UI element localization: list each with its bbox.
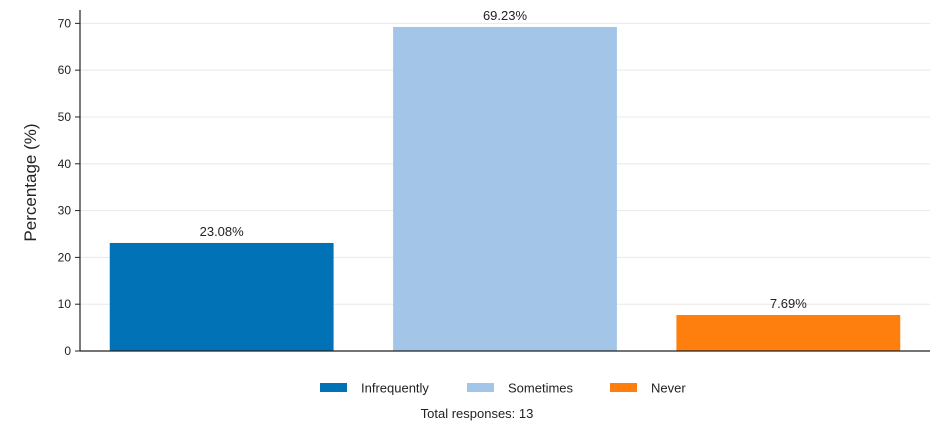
legend-label-sometimes: Sometimes	[508, 381, 574, 396]
y-tick-label: 40	[58, 157, 72, 171]
y-tick-layer: 0 10 20 30 40 50 60 70	[58, 16, 80, 358]
y-tick-label: 20	[58, 250, 72, 264]
y-tick-label: 60	[58, 63, 72, 77]
bar-sometimes	[393, 26, 617, 351]
legend-label-never: Never	[651, 381, 686, 396]
data-label-sometimes: 69.23%	[483, 8, 528, 23]
y-tick-label: 30	[58, 204, 72, 218]
bar-infrequently	[109, 242, 334, 351]
legend-swatch-sometimes	[467, 383, 494, 392]
legend-label-infrequently: Infrequently	[361, 381, 429, 396]
axis-layer	[79, 10, 930, 352]
y-tick-label: 50	[58, 110, 72, 124]
data-label-infrequently: 23.08%	[200, 224, 245, 239]
legend-swatch-infrequently	[320, 383, 347, 392]
bar-never	[676, 315, 901, 351]
bar-layer	[109, 26, 901, 351]
legend: Infrequently Sometimes Never	[320, 381, 686, 396]
y-tick-label: 0	[64, 344, 71, 358]
y-tick-label: 70	[58, 16, 72, 30]
legend-swatch-never	[610, 383, 637, 392]
y-axis-title: Percentage (%)	[21, 123, 40, 241]
total-responses-note: Total responses: 13	[421, 406, 534, 421]
data-label-never: 7.69%	[770, 296, 807, 311]
y-tick-label: 10	[58, 297, 72, 311]
data-label-layer: 23.08% 69.23% 7.69%	[200, 8, 808, 311]
